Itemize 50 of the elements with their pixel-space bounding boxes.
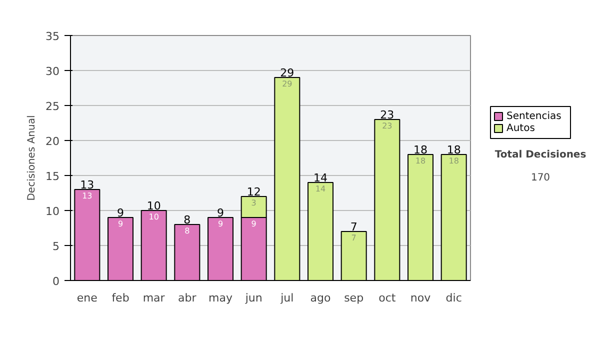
- legend-label: Autos: [506, 123, 535, 134]
- y-axis-title: Decisiones Anual: [26, 115, 38, 201]
- x-tick-label: ago: [310, 292, 331, 304]
- data-label: 13: [82, 192, 92, 200]
- data-label: 7: [351, 234, 356, 242]
- y-tick-label: 25: [46, 100, 60, 113]
- x-tick-label: mar: [142, 292, 166, 304]
- x-tick-label: dic: [446, 292, 462, 304]
- data-label: 18: [415, 156, 426, 166]
- text: Total Decisiones: [494, 150, 586, 160]
- data-label: 9: [251, 220, 256, 228]
- total-label: 29: [280, 66, 294, 80]
- y-tick-label: 30: [46, 65, 60, 78]
- total-label: 12: [246, 186, 261, 198]
- x-tick-label: feb: [112, 292, 130, 304]
- data-label: 29: [282, 80, 292, 88]
- total-label: 10: [146, 200, 161, 212]
- y-tick-label: 0: [52, 275, 60, 288]
- data-label: 9: [218, 220, 224, 228]
- data-label: 10: [148, 212, 159, 222]
- total-label: 9: [117, 206, 124, 220]
- x-tick-label: jul: [280, 292, 294, 304]
- y-tick-label: 10: [46, 205, 60, 218]
- y-tick-label: 5: [52, 240, 60, 253]
- text: 170: [530, 172, 550, 184]
- data-label: 18: [448, 156, 459, 166]
- total-label: 18: [446, 144, 461, 156]
- x-tick-label: nov: [410, 292, 432, 304]
- data-label: 8: [184, 226, 190, 236]
- x-tick-label: abr: [178, 292, 197, 304]
- total-label: 9: [217, 206, 224, 220]
- total-label: 13: [80, 178, 94, 192]
- x-tick-label: jun: [244, 292, 262, 304]
- total-label: 23: [380, 108, 394, 122]
- x-tick-label: sep: [344, 292, 364, 304]
- data-label: 3: [251, 198, 256, 208]
- legend-label: Sentencias: [506, 111, 562, 122]
- total-label: 18: [414, 144, 428, 156]
- x-tick-label: may: [208, 292, 233, 304]
- total-label: 7: [350, 220, 358, 234]
- total-label: 8: [184, 214, 191, 226]
- x-tick-label: ene: [76, 292, 98, 304]
- x-tick-label: oct: [378, 292, 396, 304]
- y-tick-label: 15: [46, 170, 60, 183]
- total-label: 14: [314, 172, 328, 184]
- data-label: 9: [118, 220, 124, 228]
- data-label: 23: [382, 122, 392, 130]
- y-tick-label: 35: [46, 30, 60, 43]
- y-tick-label: 20: [46, 135, 60, 148]
- data-label: 14: [315, 184, 326, 194]
